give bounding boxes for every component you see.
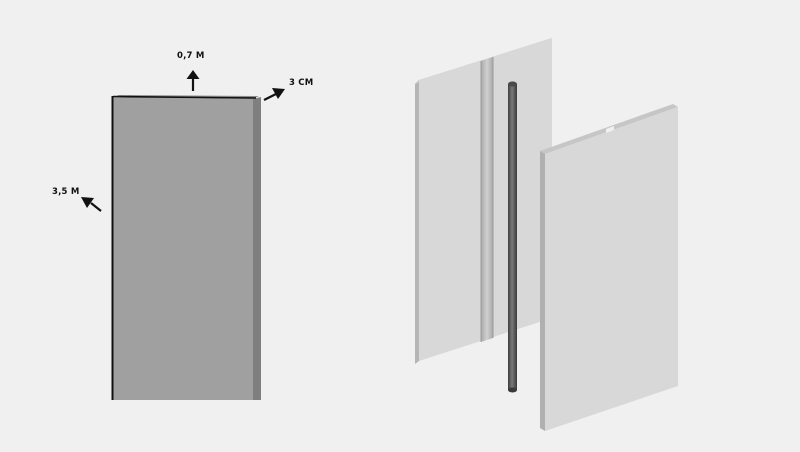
gray-panel-side	[253, 97, 261, 400]
front-panel-side	[540, 151, 545, 431]
gray-panel	[111, 95, 261, 400]
front-panel-notch	[606, 126, 614, 133]
height-label: 3,5 M	[52, 187, 80, 197]
arrow-icon	[263, 88, 285, 101]
back-panel-groove	[481, 57, 493, 342]
width-label: 0,7 M	[177, 51, 205, 61]
front-panel-face	[545, 107, 678, 431]
arrow-icon	[81, 197, 102, 212]
back-panel-side	[415, 80, 419, 364]
arrow-icon	[186, 70, 200, 91]
gray-panel-face	[113, 97, 253, 400]
back-white-panel	[415, 38, 552, 364]
gray-panel-top-edge	[112, 95, 257, 99]
front-white-panel	[540, 104, 678, 431]
depth-label: 3 CM	[289, 78, 314, 88]
rod	[508, 81, 517, 393]
